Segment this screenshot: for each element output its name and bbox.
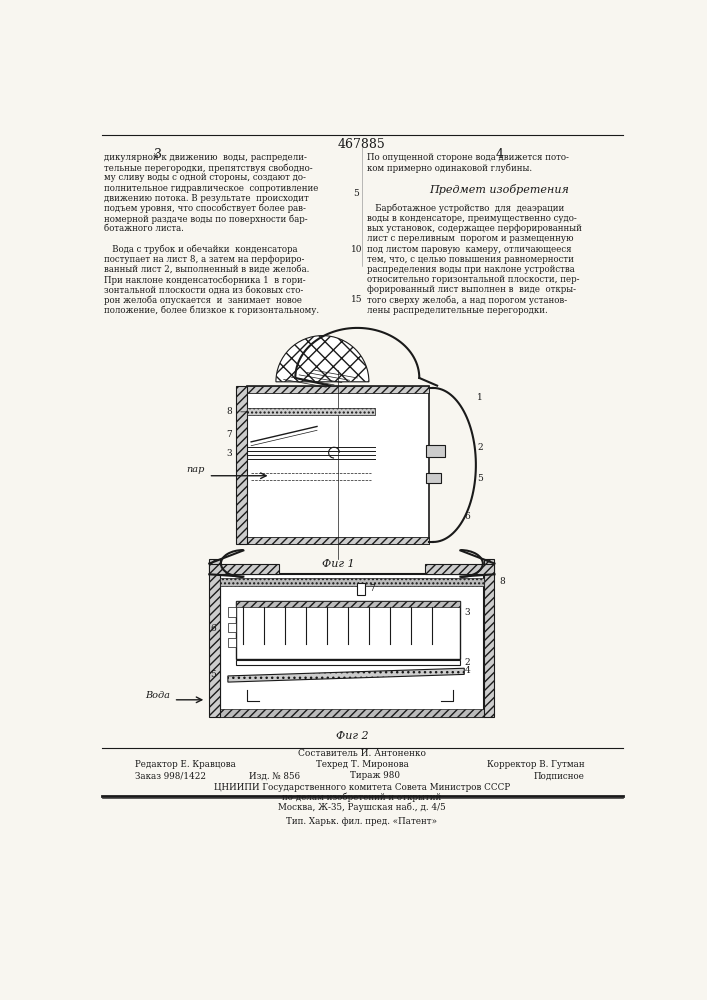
Text: 6: 6 <box>464 512 470 521</box>
Text: 5: 5 <box>477 474 484 483</box>
Text: 2: 2 <box>464 658 470 667</box>
Wedge shape <box>276 336 369 382</box>
Text: 3: 3 <box>154 148 162 161</box>
Text: номерной раздаче воды по поверхности бар-: номерной раздаче воды по поверхности бар… <box>104 214 308 224</box>
Text: Изд. № 856: Изд. № 856 <box>249 771 300 780</box>
Bar <box>426 473 441 483</box>
Text: поступает на лист 8, а затем на перфориро-: поступает на лист 8, а затем на перфорир… <box>104 255 304 264</box>
Text: ком примерно одинаковой глубины.: ком примерно одинаковой глубины. <box>368 163 532 173</box>
Text: 3: 3 <box>464 608 470 617</box>
Text: Тип. Харьк. фил. пред. «Патент»: Тип. Харьк. фил. пред. «Патент» <box>286 817 438 826</box>
Text: 4: 4 <box>495 148 503 161</box>
Text: тем, что, с целью повышения равномерности: тем, что, с целью повышения равномерност… <box>368 255 574 264</box>
Text: лист с переливным  порогом и размещенную: лист с переливным порогом и размещенную <box>368 234 574 243</box>
Bar <box>220 709 484 717</box>
Text: Вода с трубок и обечайки  конденсатора: Вода с трубок и обечайки конденсатора <box>104 245 298 254</box>
Bar <box>426 445 445 457</box>
Bar <box>425 564 494 574</box>
Text: 2: 2 <box>477 443 483 452</box>
Bar <box>235 601 460 659</box>
Text: Тираж 980: Тираж 980 <box>350 771 400 780</box>
Text: рон желоба опускается  и  занимает  новое: рон желоба опускается и занимает новое <box>104 295 302 305</box>
Text: Редактор Е. Кравцова: Редактор Е. Кравцова <box>135 760 235 769</box>
Text: дикулярной к движению  воды, распредели-: дикулярной к движению воды, распредели- <box>104 153 307 162</box>
Text: По опущенной стороне вода движется пото-: По опущенной стороне вода движется пото- <box>368 153 569 162</box>
Bar <box>220 574 484 717</box>
Text: Вода: Вода <box>145 691 170 700</box>
Text: форированный лист выполнен в  виде  откры-: форированный лист выполнен в виде откры- <box>368 285 576 294</box>
Text: того сверху желоба, а над порогом установ-: того сверху желоба, а над порогом устано… <box>368 295 568 305</box>
Bar <box>209 559 220 717</box>
Text: 1: 1 <box>477 393 483 402</box>
Text: движению потока. В результате  происходит: движению потока. В результате происходит <box>104 194 309 203</box>
Text: Фиг 2: Фиг 2 <box>336 731 368 741</box>
Text: ЦНИИПИ Государственного комитета Совета Министров СССР: ЦНИИПИ Государственного комитета Совета … <box>214 783 510 792</box>
Text: 7: 7 <box>370 584 375 593</box>
Text: При наклоне конденсатосборника 1  в гори-: При наклоне конденсатосборника 1 в гори- <box>104 275 305 285</box>
Text: Барботажное устройство  для  деаэрации: Барботажное устройство для деаэрации <box>368 204 565 213</box>
Text: 8: 8 <box>226 407 232 416</box>
Text: под листом паровую  камеру, отличающееся: под листом паровую камеру, отличающееся <box>368 245 572 254</box>
Text: положение, более близкое к горизонтальному.: положение, более близкое к горизонтально… <box>104 306 319 315</box>
Text: лены распределительные перегородки.: лены распределительные перегородки. <box>368 306 548 315</box>
Text: Москва, Ж-35, Раушская наб., д. 4/5: Москва, Ж-35, Раушская наб., д. 4/5 <box>278 803 445 812</box>
Text: Предмет изобретения: Предмет изобретения <box>429 184 569 195</box>
Bar <box>220 578 484 586</box>
Text: Подписное: Подписное <box>534 771 585 780</box>
Text: 6: 6 <box>211 624 216 633</box>
Bar <box>247 386 429 393</box>
Text: зонтальной плоскости одна из боковых сто-: зонтальной плоскости одна из боковых сто… <box>104 285 303 294</box>
Bar <box>247 408 375 415</box>
Text: 4: 4 <box>464 666 470 675</box>
Bar <box>235 660 460 665</box>
Bar <box>228 607 235 617</box>
Bar <box>247 537 429 544</box>
Text: 15: 15 <box>351 295 363 304</box>
Bar <box>484 559 494 717</box>
Text: Заказ 998/1422: Заказ 998/1422 <box>135 771 206 780</box>
Text: тельные перегородки, препятствуя свободно-: тельные перегородки, препятствуя свободн… <box>104 163 312 173</box>
Text: 467885: 467885 <box>338 138 386 151</box>
Text: ботажного листа.: ботажного листа. <box>104 224 184 233</box>
Text: Фиг 1: Фиг 1 <box>322 559 354 569</box>
Text: 3: 3 <box>226 449 232 458</box>
Text: Техред Т. Миронова: Техред Т. Миронова <box>315 760 409 769</box>
Bar <box>247 386 429 544</box>
Text: 5: 5 <box>211 670 216 679</box>
Text: 8: 8 <box>499 578 505 586</box>
Bar <box>236 386 247 544</box>
Text: полнительное гидравлическое  сопротивление: полнительное гидравлическое сопротивлени… <box>104 184 318 193</box>
Bar <box>228 638 235 647</box>
Bar <box>228 623 235 632</box>
Text: му сливу воды с одной стороны, создают до-: му сливу воды с одной стороны, создают д… <box>104 173 305 182</box>
Bar <box>166 524 554 724</box>
Text: вых установок, содержащее перфорированный: вых установок, содержащее перфорированны… <box>368 224 583 233</box>
Text: Корректор В. Гутман: Корректор В. Гутман <box>486 760 585 769</box>
Polygon shape <box>228 668 464 682</box>
Bar <box>357 583 365 595</box>
Text: пар: пар <box>186 465 204 474</box>
Text: ванный лист 2, выполненный в виде желоба.: ванный лист 2, выполненный в виде желоба… <box>104 265 309 274</box>
Text: по делам изобретений и открытий: по делам изобретений и открытий <box>282 793 442 802</box>
Bar <box>235 601 460 607</box>
Text: Составитель И. Антоненко: Составитель И. Антоненко <box>298 749 426 758</box>
Text: 10: 10 <box>351 245 362 254</box>
Text: относительно горизонтальной плоскости, пер-: относительно горизонтальной плоскости, п… <box>368 275 580 284</box>
Text: 5: 5 <box>354 189 359 198</box>
Text: подъем уровня, что способствует более рав-: подъем уровня, что способствует более ра… <box>104 204 305 213</box>
Bar <box>209 564 279 574</box>
Text: воды в конденсаторе, преимущественно судо-: воды в конденсаторе, преимущественно суд… <box>368 214 577 223</box>
Text: 7: 7 <box>226 430 232 439</box>
Bar <box>166 282 554 551</box>
Text: распределения воды при наклоне устройства: распределения воды при наклоне устройств… <box>368 265 575 274</box>
